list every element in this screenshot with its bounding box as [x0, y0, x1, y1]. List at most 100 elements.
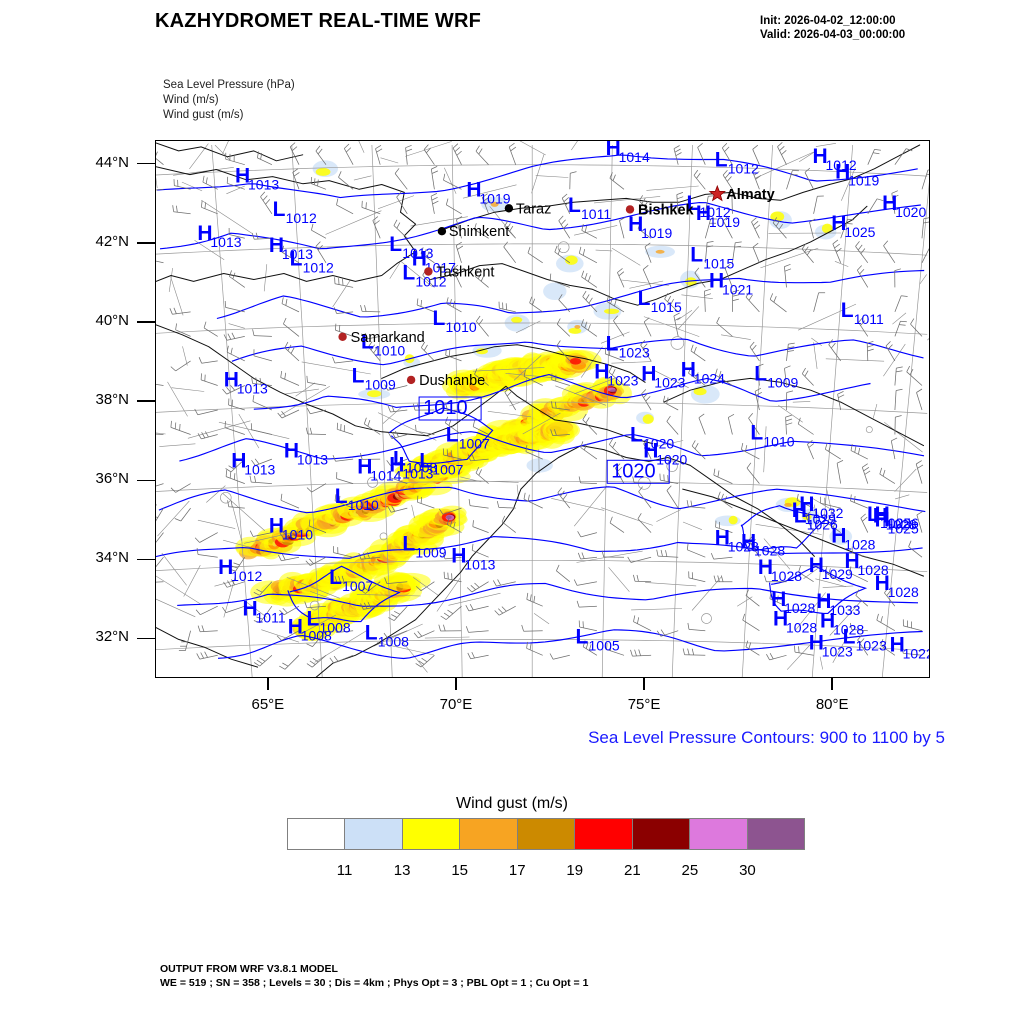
city-label-tashkent: Tashkent [436, 265, 494, 281]
pressure-marker-h-11: H [882, 192, 897, 215]
city-label-almaty: Almaty [726, 187, 774, 203]
city-dot-icon [437, 227, 447, 236]
colorbar-tick-15: 15 [451, 862, 468, 879]
pressure-marker-l-57: L [867, 503, 880, 526]
footer-model-line: OUTPUT FROM WRF V3.8.1 MODEL [160, 963, 338, 975]
pressure-marker-h-1: H [197, 222, 212, 245]
city-dot-icon [504, 204, 514, 213]
pressure-marker-l-22: L [841, 299, 854, 322]
pressure-marker-l-32: L [750, 422, 763, 445]
city-label-taraz: Taraz [516, 201, 551, 217]
pressure-value-25: 1009 [365, 376, 396, 392]
pressure-marker-h-37: H [643, 440, 658, 463]
pressure-value-66: 1033 [829, 602, 860, 618]
pressure-marker-l-2: L [273, 198, 286, 221]
country-borders-layer [156, 142, 924, 677]
pressure-value-41: 1008 [406, 459, 437, 475]
pressure-contour-layer [156, 154, 926, 660]
pressure-value-29: 1023 [654, 374, 685, 390]
colorbar-swatch-0[interactable] [288, 819, 346, 849]
pressure-marker-l-36: L [630, 424, 643, 447]
pressure-marker-l-38: L [446, 424, 459, 447]
pressure-marker-l-52: L [576, 625, 589, 648]
pressure-value-16: 1013 [402, 245, 433, 261]
pressure-marker-l-48: L [307, 608, 320, 631]
x-tick-mark [643, 678, 645, 690]
pressure-value-11: 1020 [895, 204, 926, 220]
y-tick-label-32°N: 32°N [95, 628, 129, 646]
pressure-value-47: 1007 [342, 578, 373, 594]
x-tick-mark [267, 678, 269, 690]
wind-gust-shading-layer [235, 160, 853, 642]
colorbar-swatch-3[interactable] [460, 819, 518, 849]
colorbar-swatch-6[interactable] [632, 819, 691, 849]
pressure-marker-h-60: H [875, 503, 890, 526]
pressure-value-7: 1012 [826, 157, 857, 173]
pressure-value-8: 1012 [700, 204, 731, 220]
pressure-marker-h-73: H [875, 509, 890, 532]
pressure-value-12: 1019 [479, 190, 510, 206]
pressure-marker-l-69: L [843, 625, 856, 648]
pressure-value-28: 1023 [607, 372, 638, 388]
field-windgust-label: Wind gust (m/s) [163, 109, 244, 121]
pressure-value-20: 1015 [651, 299, 682, 315]
colorbar-swatch-2[interactable] [402, 819, 461, 849]
model-info-footer: OUTPUT FROM WRF V3.8.1 MODEL WE = 519 ; … [160, 962, 588, 990]
y-tick-label-42°N: 42°N [95, 232, 129, 250]
wind-gust-colorbar[interactable] [287, 818, 805, 850]
city-label-samarkand: Samarkand [351, 330, 425, 346]
field-wind-label: Wind (m/s) [163, 94, 219, 106]
pressure-marker-h-51: H [451, 544, 466, 567]
pressure-marker-h-5: H [606, 141, 621, 160]
colorbar-swatch-7[interactable] [690, 819, 748, 849]
pressure-value-10: 1019 [848, 173, 879, 189]
boxed-pressure-label-1: 1010 [423, 397, 468, 419]
city-dot-icon [625, 205, 635, 214]
pressure-marker-h-30: H [681, 358, 696, 381]
pressure-value-35: 1010 [348, 497, 379, 513]
pressure-value-52: 1005 [589, 637, 620, 653]
pressure-value-42: 1014 [370, 467, 401, 483]
pressure-value-67: 1028 [786, 620, 817, 636]
y-tick-mark [137, 558, 155, 560]
pressure-value-53: 1028 [754, 543, 785, 559]
pressure-value-38: 1007 [459, 436, 490, 452]
pressure-marker-l-49: L [365, 621, 378, 644]
pressure-marker-h-0: H [235, 165, 250, 188]
pressure-value-9: 1019 [709, 214, 740, 230]
pressure-value-0: 1013 [248, 177, 279, 193]
city-label-dushanbe: Dushanbe [419, 373, 485, 389]
pressure-value-59: 1026 [807, 517, 838, 533]
y-tick-label-34°N: 34°N [95, 549, 129, 567]
pressure-value-27: 1023 [619, 345, 650, 361]
pressure-marker-h-12: H [466, 178, 481, 201]
pressure-marker-h-45: H [243, 598, 258, 621]
x-tick-label-75°E: 75°E [627, 696, 661, 713]
y-tick-mark [137, 242, 155, 244]
colorbar-tick-17: 17 [508, 862, 526, 879]
pressure-value-64: 1028 [888, 584, 919, 600]
pressure-marker-h-34: H [284, 440, 299, 463]
pressure-marker-h-26: H [224, 368, 239, 391]
y-tick-label-40°N: 40°N [95, 311, 129, 329]
pressure-marker-h-58: H [799, 493, 814, 516]
x-tick-label-65°E: 65°E [251, 696, 285, 713]
pressure-value-13: 1011 [581, 206, 611, 222]
pressure-value-54: 1029 [805, 511, 836, 527]
pressure-value-50: 1009 [415, 544, 446, 560]
colorbar-swatch-8[interactable] [747, 819, 804, 849]
init-time-label: Init: 2026-04-02_12:00:00 [760, 15, 896, 27]
pressure-value-18: 1015 [703, 256, 734, 272]
pressure-value-60: 1026 [888, 515, 919, 531]
pressure-marker-l-27: L [606, 333, 619, 356]
colorbar-tick-labels: 11 13 15 17 19 21 25 30 [287, 862, 805, 884]
pressure-marker-l-31: L [754, 362, 767, 385]
y-tick-mark [137, 637, 155, 640]
colorbar-swatch-5[interactable] [575, 819, 633, 849]
pressure-marker-h-68: H [820, 610, 835, 633]
colorbar-swatch-1[interactable] [345, 819, 403, 849]
pressure-value-43: 1010 [282, 527, 313, 543]
pressure-marker-h-7: H [813, 145, 828, 168]
map-plot-area[interactable]: H 1013 H 1013 L 1012 H 1013 L 1012 H 1014 L 1012 H 1012… [155, 140, 930, 678]
colorbar-swatch-4[interactable] [517, 819, 576, 849]
